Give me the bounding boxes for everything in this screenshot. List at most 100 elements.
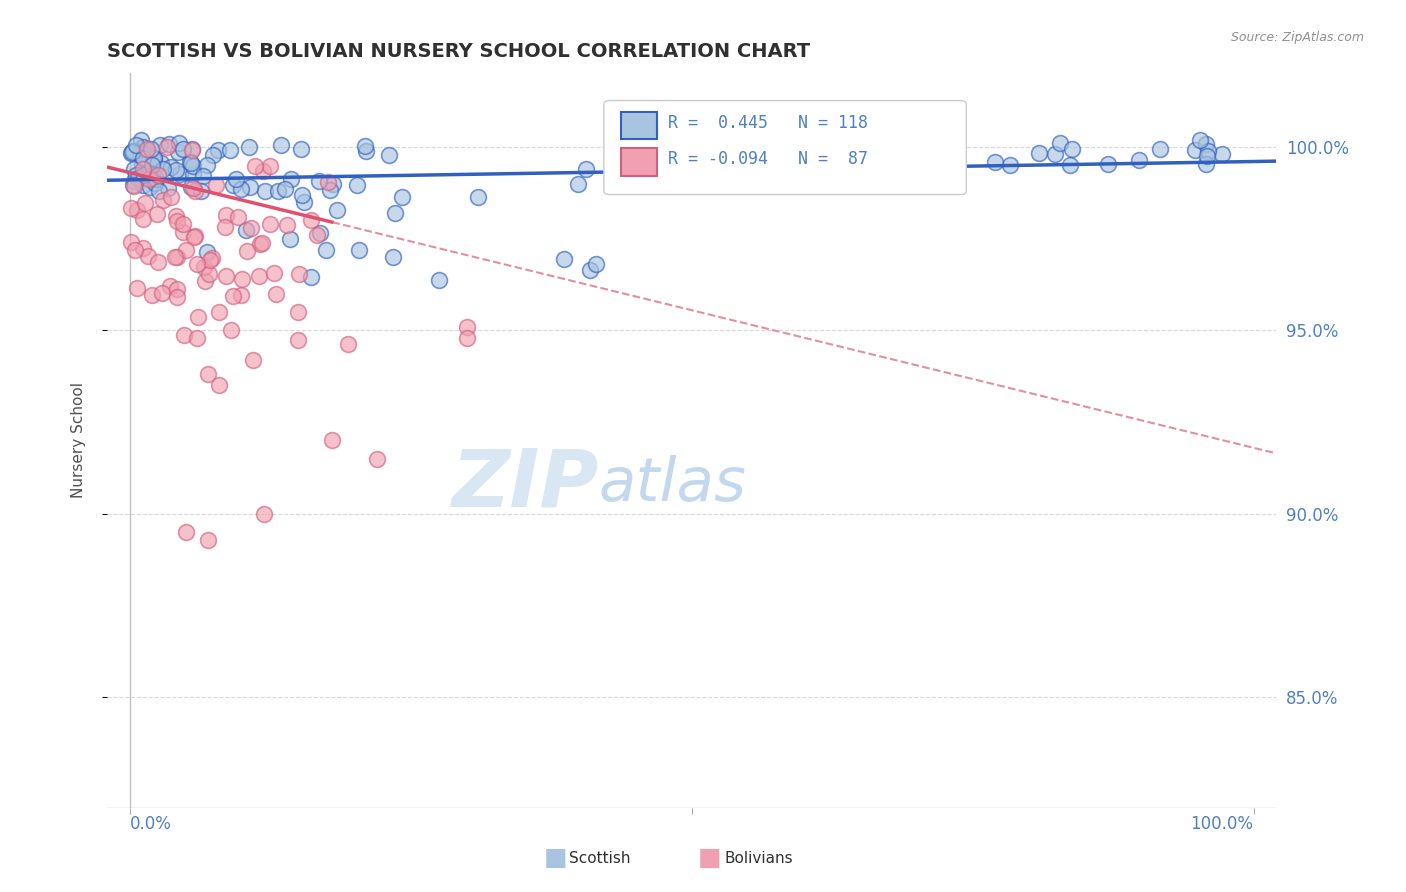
Point xyxy=(198,267,221,281)
Point xyxy=(259,159,281,173)
Point xyxy=(686,149,709,163)
Point xyxy=(167,136,190,150)
Y-axis label: Nursery School: Nursery School xyxy=(72,383,86,499)
Point xyxy=(243,159,266,173)
Point xyxy=(1211,147,1233,161)
Point xyxy=(585,257,607,271)
Point xyxy=(1043,146,1066,161)
Point xyxy=(139,142,162,156)
Point xyxy=(290,142,312,156)
Point xyxy=(186,257,208,271)
Point xyxy=(167,145,190,159)
Point xyxy=(280,232,302,246)
Point xyxy=(141,288,163,302)
Point xyxy=(1128,153,1150,167)
Point xyxy=(745,160,768,174)
Point xyxy=(254,184,277,198)
Point xyxy=(134,147,156,161)
Point xyxy=(252,164,274,178)
FancyBboxPatch shape xyxy=(605,101,966,194)
Point xyxy=(263,266,285,280)
Text: 100.0%: 100.0% xyxy=(1191,815,1254,833)
Point xyxy=(384,206,406,220)
Point xyxy=(214,219,236,234)
Point xyxy=(201,252,224,266)
Point xyxy=(322,177,344,191)
Point xyxy=(166,290,188,304)
Point xyxy=(553,252,575,266)
Point xyxy=(165,162,187,177)
Bar xyxy=(621,148,657,177)
Point xyxy=(208,378,231,392)
Point xyxy=(124,243,146,257)
Point xyxy=(146,254,169,268)
Point xyxy=(264,286,287,301)
Text: Source: ZipAtlas.com: Source: ZipAtlas.com xyxy=(1230,31,1364,45)
Point xyxy=(125,168,148,182)
Text: ■: ■ xyxy=(699,847,721,870)
Point xyxy=(231,272,253,286)
Point xyxy=(305,227,328,242)
Point xyxy=(173,328,195,343)
Point xyxy=(191,169,214,183)
Text: R = -0.094   N =  87: R = -0.094 N = 87 xyxy=(668,151,869,169)
Point xyxy=(229,182,252,196)
Point xyxy=(299,270,322,285)
Point xyxy=(467,189,489,203)
Point xyxy=(190,184,212,198)
Point xyxy=(120,146,142,161)
Point xyxy=(215,208,238,222)
Point xyxy=(165,209,187,223)
Point xyxy=(201,147,224,161)
Point xyxy=(121,178,143,193)
Point xyxy=(728,145,751,159)
Point xyxy=(120,235,142,249)
Point xyxy=(156,140,179,154)
Point xyxy=(149,138,172,153)
Point xyxy=(427,273,450,287)
Point xyxy=(315,244,337,258)
Point xyxy=(172,225,194,239)
Point xyxy=(132,152,155,166)
Point xyxy=(194,274,217,288)
Point xyxy=(180,156,202,170)
Point xyxy=(186,331,208,345)
Text: ■: ■ xyxy=(544,847,567,870)
Point xyxy=(198,252,221,267)
Point xyxy=(321,434,343,448)
Point xyxy=(135,165,157,179)
Point xyxy=(160,190,183,204)
Point xyxy=(219,143,242,157)
Point xyxy=(242,352,264,367)
Point xyxy=(132,178,155,192)
Point xyxy=(288,267,311,281)
Text: 0.0%: 0.0% xyxy=(129,815,172,833)
Point xyxy=(828,144,851,158)
Point xyxy=(998,158,1021,172)
Point xyxy=(136,142,159,156)
Point xyxy=(1049,136,1071,150)
Point xyxy=(875,162,897,177)
Point xyxy=(129,145,152,159)
Point xyxy=(166,282,188,296)
Point xyxy=(235,244,257,258)
Point xyxy=(880,153,903,168)
Point xyxy=(197,533,219,547)
Point xyxy=(181,181,204,195)
Point xyxy=(122,161,145,176)
Point xyxy=(139,180,162,194)
Point xyxy=(259,217,281,231)
Point xyxy=(1189,133,1212,147)
Point xyxy=(136,249,159,263)
Point xyxy=(1097,157,1119,171)
Point xyxy=(1059,158,1081,172)
Point xyxy=(143,151,166,165)
Point xyxy=(159,279,181,293)
Point xyxy=(326,202,349,217)
Point xyxy=(131,157,153,171)
Point xyxy=(222,178,245,192)
Point xyxy=(984,154,1007,169)
Point xyxy=(1195,149,1218,163)
Point xyxy=(145,172,167,186)
Point xyxy=(239,180,262,194)
